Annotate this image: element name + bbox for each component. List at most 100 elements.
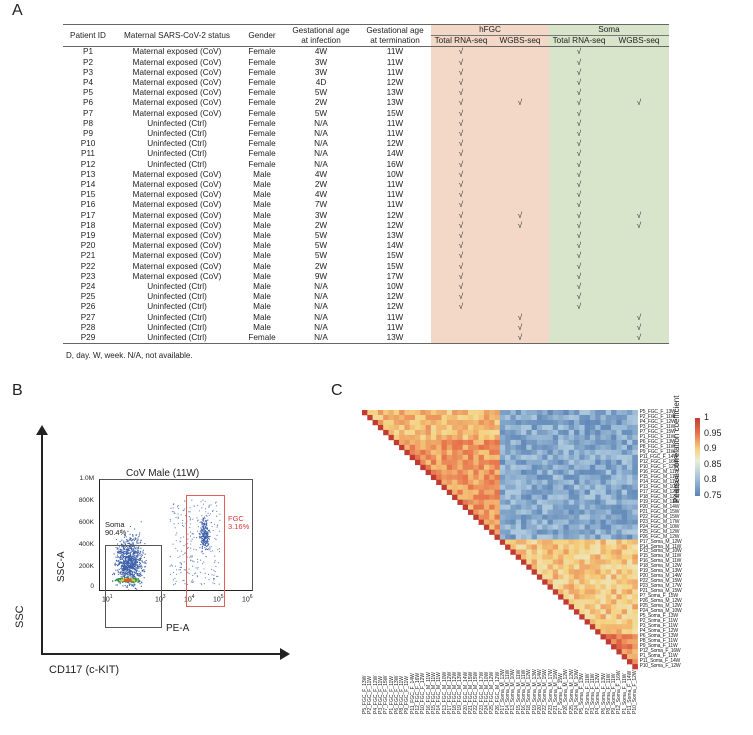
event-dot <box>120 573 123 575</box>
heatmap-cell <box>473 424 479 431</box>
heatmap-cell <box>515 529 522 535</box>
check-icon: √ <box>458 241 464 251</box>
heatmap-cell <box>621 410 628 416</box>
event-dot <box>191 556 193 558</box>
event-dot <box>126 561 128 564</box>
heatmap-cell <box>483 524 490 530</box>
heatmap-cell <box>568 529 575 535</box>
heatmap-cell <box>589 459 596 466</box>
heatmap-cell <box>515 444 522 451</box>
event-dot <box>178 569 180 571</box>
event-dot <box>191 538 193 540</box>
heatmap-cell <box>579 434 585 441</box>
heatmap-cell <box>510 429 516 436</box>
heatmap-cell <box>526 474 532 481</box>
heatmap-cell <box>536 569 543 575</box>
heatmap-cell <box>579 579 585 585</box>
heatmap-cell <box>536 459 543 466</box>
event-dot <box>189 526 191 529</box>
event-dot <box>208 530 210 533</box>
cell-patient-id: P14 <box>80 180 96 190</box>
heatmap-cell <box>393 434 400 441</box>
cell-gender: Male <box>253 292 271 302</box>
heatmap-cell <box>526 494 532 500</box>
heatmap-cell <box>574 524 580 530</box>
heatmap-cell <box>632 474 638 481</box>
heatmap-cell <box>574 604 580 610</box>
heatmap-cell <box>627 569 633 575</box>
cell-fgc-wgbs <box>491 139 549 150</box>
heatmap-cell <box>510 454 516 461</box>
table-row: P15 Maternal exposed (CoV) Male 4W 11W √ √ <box>63 190 669 201</box>
heatmap-cell <box>521 459 527 466</box>
event-dot <box>117 569 119 571</box>
event-dot <box>205 530 207 533</box>
heatmap-cell <box>473 449 479 456</box>
event-dot <box>128 568 131 570</box>
cell-soma-rna: √ <box>549 98 609 109</box>
event-dot <box>130 567 132 570</box>
heatmap-cell <box>547 524 554 530</box>
event-dot <box>138 563 141 566</box>
event-dot <box>197 566 199 569</box>
heatmap-cell <box>627 454 633 461</box>
heatmap-cell <box>436 474 442 481</box>
cell-soma-rna: √ <box>549 241 609 252</box>
heatmap-cell <box>627 479 633 486</box>
heatmap-cell <box>377 419 384 426</box>
heatmap-cell <box>605 619 612 625</box>
heatmap-cell <box>589 429 596 436</box>
heatmap-cell <box>627 634 633 640</box>
event-dot <box>193 536 195 539</box>
heatmap-cell <box>584 604 591 610</box>
event-dot <box>171 510 173 513</box>
heatmap-cell <box>536 444 543 451</box>
event-dot <box>172 579 174 581</box>
cell-ga-infection: 9W <box>314 271 328 281</box>
heatmap-cell <box>584 410 591 416</box>
heatmap-cell <box>563 419 569 426</box>
event-dot <box>117 548 119 550</box>
check-icon: √ <box>458 78 464 88</box>
event-dot <box>208 504 210 506</box>
cell-fgc-wgbs <box>491 118 549 130</box>
event-dot <box>191 533 194 535</box>
cell-soma-wgbs: √ <box>609 322 669 334</box>
heatmap-cell <box>552 579 559 585</box>
heatmap-cell <box>547 414 554 421</box>
heatmap-cell <box>600 554 607 560</box>
heatmap-cell <box>632 504 638 510</box>
event-dot <box>201 563 204 565</box>
heatmap-cell <box>563 410 569 416</box>
event-dot <box>195 567 197 569</box>
heatmap-cell <box>499 449 506 456</box>
cell-status: Maternal exposed (CoV) <box>132 78 222 88</box>
heatmap-cell <box>552 414 559 421</box>
heatmap-cell <box>468 489 474 495</box>
cell-ga-infection: N/A <box>314 118 328 128</box>
heatmap-cell <box>574 534 580 540</box>
heatmap-cell <box>531 419 538 426</box>
heatmap-cell <box>632 549 638 555</box>
cell-ga-termination: 11W <box>386 118 404 128</box>
heatmap-cell <box>483 434 490 441</box>
heatmap-cell <box>579 584 585 590</box>
heatmap-cell <box>499 514 506 520</box>
heatmap-cell <box>452 494 458 500</box>
heatmap-cell <box>536 559 543 565</box>
heatmap-cell <box>579 604 585 610</box>
event-dot <box>204 577 207 579</box>
event-dot <box>118 550 120 552</box>
heatmap-cell <box>478 454 485 461</box>
heatmap-cell <box>468 454 474 461</box>
cell-fgc-rna: √ <box>431 190 491 201</box>
event-dot <box>180 564 182 566</box>
event-dot <box>123 536 126 538</box>
cell-status: Uninfected (Ctrl) <box>147 149 207 159</box>
event-dot <box>209 548 211 550</box>
event-dot <box>203 522 206 524</box>
heatmap-cell <box>589 544 596 550</box>
cell-soma-rna: √ <box>549 251 609 262</box>
cell-soma-wgbs <box>609 118 669 130</box>
heatmap-cell <box>505 544 511 550</box>
